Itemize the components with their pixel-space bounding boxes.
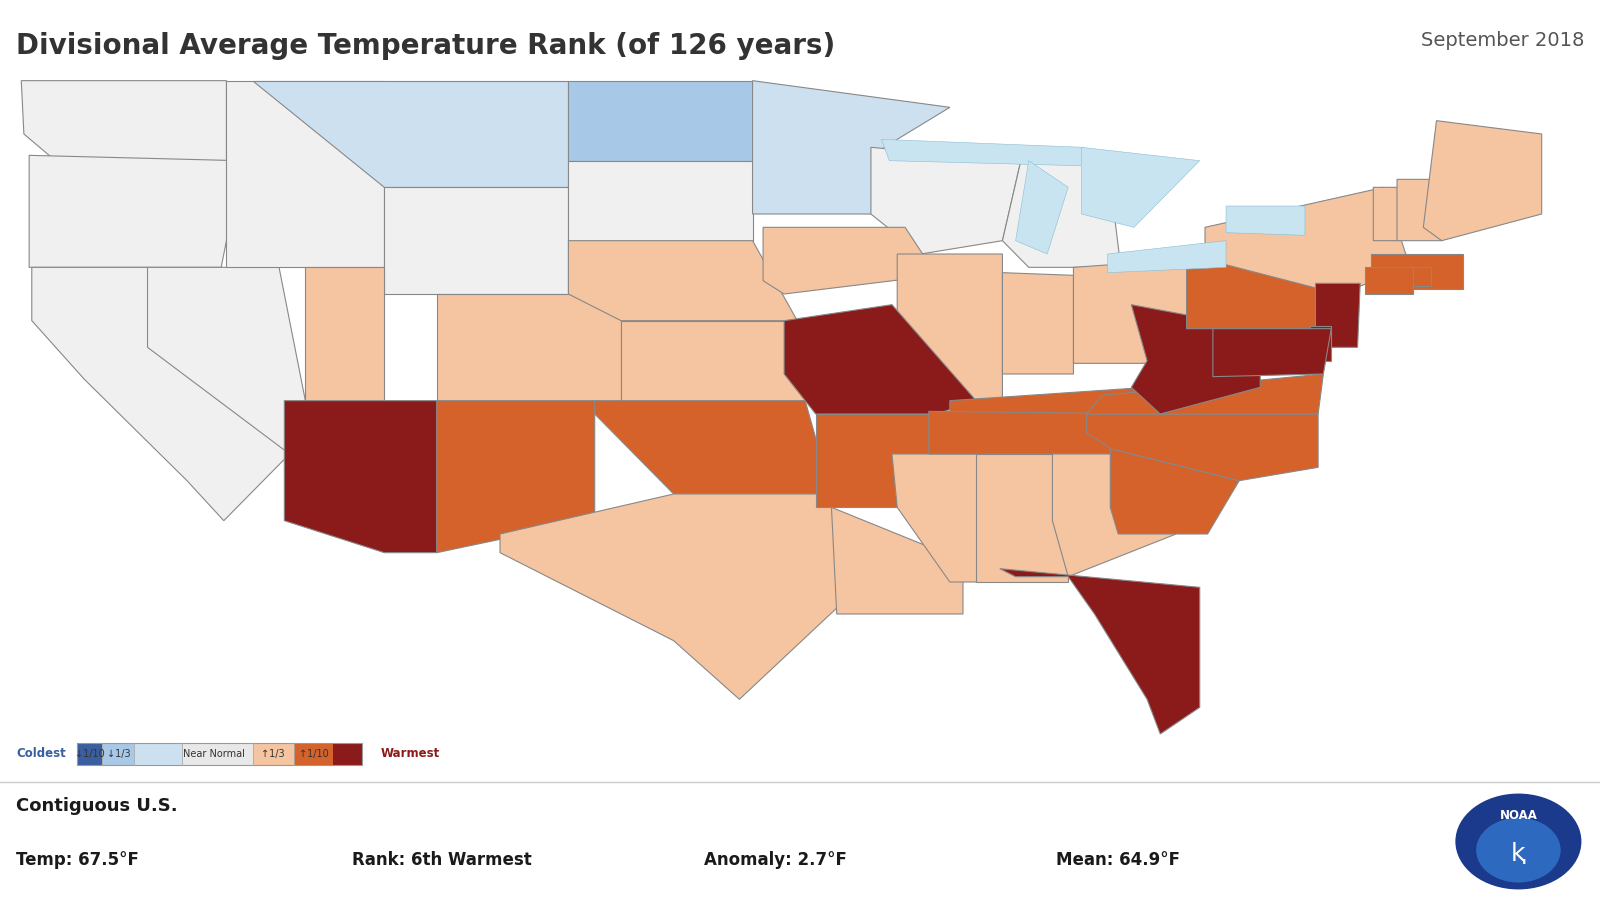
Polygon shape xyxy=(752,81,950,214)
Polygon shape xyxy=(1003,161,1122,267)
Polygon shape xyxy=(29,156,240,267)
Polygon shape xyxy=(1053,454,1176,577)
Polygon shape xyxy=(928,411,1160,454)
Polygon shape xyxy=(763,228,936,294)
Polygon shape xyxy=(950,387,1160,454)
Text: NOAA: NOAA xyxy=(1499,809,1538,822)
Polygon shape xyxy=(1107,240,1226,273)
Polygon shape xyxy=(1424,121,1542,240)
Polygon shape xyxy=(285,400,437,553)
Text: Anomaly: 2.7°F: Anomaly: 2.7°F xyxy=(704,851,846,869)
Polygon shape xyxy=(976,454,1069,582)
Text: ↓1/10: ↓1/10 xyxy=(75,749,104,759)
Text: Divisional Average Temperature Rank (of 126 years): Divisional Average Temperature Rank (of … xyxy=(16,32,835,59)
Bar xyxy=(77,742,102,765)
Bar xyxy=(294,742,333,765)
Polygon shape xyxy=(1226,206,1306,235)
Polygon shape xyxy=(832,508,963,614)
Polygon shape xyxy=(501,494,845,699)
Polygon shape xyxy=(306,267,384,400)
Polygon shape xyxy=(147,267,306,454)
Text: ↓1/3: ↓1/3 xyxy=(107,749,130,759)
Circle shape xyxy=(1477,818,1560,883)
Polygon shape xyxy=(891,454,987,582)
Text: ⱪ: ⱪ xyxy=(1510,842,1526,867)
Polygon shape xyxy=(1310,326,1331,361)
Text: ↑1/10: ↑1/10 xyxy=(299,749,328,759)
Polygon shape xyxy=(437,400,595,553)
Bar xyxy=(134,742,182,765)
Polygon shape xyxy=(1413,267,1432,286)
Polygon shape xyxy=(227,81,384,267)
Text: Warmest: Warmest xyxy=(381,747,440,760)
Polygon shape xyxy=(1187,259,1339,328)
Text: September 2018: September 2018 xyxy=(1421,32,1584,50)
Polygon shape xyxy=(253,81,568,187)
Polygon shape xyxy=(1131,305,1261,414)
Polygon shape xyxy=(816,414,936,508)
Polygon shape xyxy=(882,140,1090,166)
Polygon shape xyxy=(870,148,1021,254)
Polygon shape xyxy=(621,320,805,400)
Polygon shape xyxy=(1086,374,1323,414)
Polygon shape xyxy=(898,254,1003,400)
Bar xyxy=(182,742,253,765)
Bar xyxy=(333,742,362,765)
Polygon shape xyxy=(1365,267,1413,294)
Text: Mean: 64.9°F: Mean: 64.9°F xyxy=(1056,851,1181,869)
Polygon shape xyxy=(1371,254,1462,289)
Polygon shape xyxy=(1086,414,1318,481)
Circle shape xyxy=(1454,792,1582,891)
Polygon shape xyxy=(1016,161,1069,254)
Polygon shape xyxy=(1074,259,1187,364)
Polygon shape xyxy=(437,294,621,400)
Text: Coldest: Coldest xyxy=(16,747,66,760)
Polygon shape xyxy=(568,81,752,161)
Text: Near Normal: Near Normal xyxy=(184,749,245,759)
Polygon shape xyxy=(32,267,290,521)
Polygon shape xyxy=(784,305,976,414)
Polygon shape xyxy=(1315,284,1360,347)
Bar xyxy=(77,742,362,765)
Polygon shape xyxy=(1205,187,1410,294)
Polygon shape xyxy=(384,187,568,294)
Polygon shape xyxy=(1213,328,1331,377)
Bar xyxy=(102,742,134,765)
Polygon shape xyxy=(568,161,752,240)
Polygon shape xyxy=(1000,569,1200,734)
Polygon shape xyxy=(568,240,797,320)
Text: Contiguous U.S.: Contiguous U.S. xyxy=(16,796,178,814)
Text: Temp: 67.5°F: Temp: 67.5°F xyxy=(16,851,139,869)
Polygon shape xyxy=(595,400,832,494)
Polygon shape xyxy=(1110,449,1238,534)
Bar xyxy=(253,742,294,765)
Text: ↑1/3: ↑1/3 xyxy=(261,749,285,759)
Polygon shape xyxy=(1003,273,1074,374)
Polygon shape xyxy=(21,81,227,161)
Polygon shape xyxy=(1397,179,1442,240)
Text: Rank: 6th Warmest: Rank: 6th Warmest xyxy=(352,851,531,869)
Polygon shape xyxy=(1082,148,1200,228)
Polygon shape xyxy=(1373,187,1424,240)
